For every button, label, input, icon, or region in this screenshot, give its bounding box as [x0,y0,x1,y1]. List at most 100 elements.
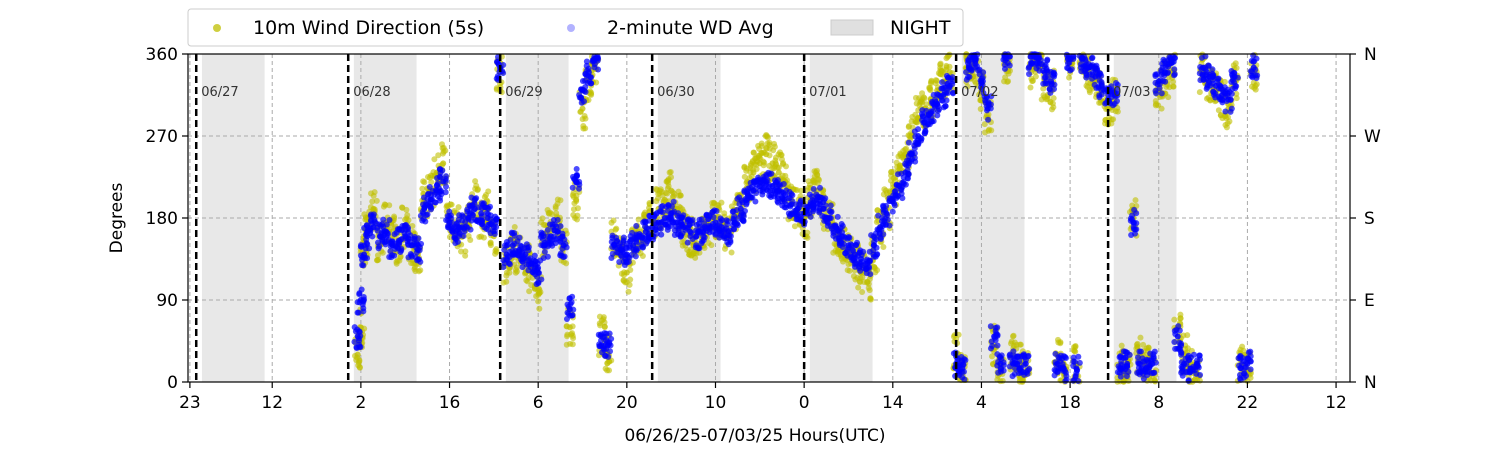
data-point-density [359,262,366,269]
data-point-density [927,87,934,94]
data-point-density [1070,53,1077,60]
data-point-density [563,230,570,237]
data-point-density [876,230,883,237]
data-point-density [544,253,551,260]
data-point-density [627,276,634,283]
data-point-density [383,238,390,245]
data-point-density [472,178,479,185]
data-point-density [671,208,678,215]
data-point-density [362,255,369,262]
data-point-density [766,171,773,178]
data-point-density [985,99,992,106]
data-point-density [409,223,416,230]
data-point-density [820,205,827,212]
legend-label-night: NIGHT [890,17,951,39]
data-point-density [1017,341,1024,348]
data-point-density [1108,83,1115,90]
data-point-density [1171,66,1178,73]
data-point-density [863,270,870,277]
data-point-density [363,236,370,243]
data-point-density [895,182,902,189]
data-point-density [1215,85,1222,92]
data-point-density [937,60,944,67]
day-boundary-label: 06/28 [353,85,390,100]
data-point-density [1252,82,1259,89]
data-point-density [373,197,380,204]
data-point-density [519,248,526,255]
data-point-density [870,242,877,249]
data-point-density [977,97,984,104]
data-point-density [424,195,431,202]
data-point-density [464,206,471,213]
data-point-density [766,145,773,152]
data-point-density [1177,315,1184,322]
data-point-density [654,195,661,202]
data-point-density [551,227,558,234]
data-point-density [1131,206,1138,213]
data-point-density [913,100,920,107]
data-point-density [1110,102,1117,109]
legend-label-wd-avg: 2-minute WD Avg [607,17,774,39]
data-point-density [568,299,575,306]
data-point-density [772,157,779,164]
data-point-density [755,152,762,159]
data-point-density [849,246,856,253]
data-point-density [1051,366,1058,373]
data-point-density [727,239,734,246]
data-point-density [442,189,449,196]
data-point-density [360,308,367,315]
data-point-density [478,218,485,225]
data-point-density [597,322,604,329]
x-tick-label: 12 [1325,393,1347,413]
data-point-density [487,203,494,210]
data-point-density [698,216,705,223]
data-point-density [1134,340,1141,347]
x-tick-label: 12 [261,393,283,413]
data-point-density [380,216,387,223]
data-point-density [507,236,514,243]
data-point-density [1210,88,1217,95]
data-point-density [356,364,363,371]
data-point-density [375,256,382,263]
data-point-density [1169,53,1176,60]
data-point-density [804,229,811,236]
data-point-density [988,127,995,134]
legend-marker-wd-avg [567,24,575,32]
data-point-density [846,234,853,241]
data-point-density [609,250,616,257]
data-point-density [1045,73,1052,80]
data-point-density [500,264,507,271]
data-point-density [1028,75,1035,82]
data-point-density [602,365,609,372]
data-point-density [1027,84,1034,91]
data-point-density [1154,81,1161,88]
data-point-density [475,204,482,211]
data-point-density [813,167,820,174]
x-tick-label: 0 [799,393,810,413]
data-point-density [588,80,595,87]
data-point-density [983,107,990,114]
data-point-density [656,224,663,231]
data-point-density [361,242,368,249]
y-tick-label-right: N [1364,373,1377,393]
data-point-density [417,258,424,265]
data-point-density [471,200,478,207]
data-point-density [750,149,757,156]
data-point-density [934,103,941,110]
data-point-density [919,95,926,102]
data-point-density [1096,92,1103,99]
data-point-density [1223,124,1230,131]
data-point-density [659,192,666,199]
data-point-density [884,212,891,219]
data-point-density [602,341,609,348]
data-point-density [511,224,518,231]
data-point-density [1021,352,1028,359]
data-point-density [455,224,462,231]
data-point-density [689,220,696,227]
data-point-density [1222,108,1229,115]
data-point-density [717,218,724,225]
data-point-density [544,226,551,233]
data-point-density [1236,353,1243,360]
data-point-density [635,216,642,223]
data-point-density [873,251,880,258]
